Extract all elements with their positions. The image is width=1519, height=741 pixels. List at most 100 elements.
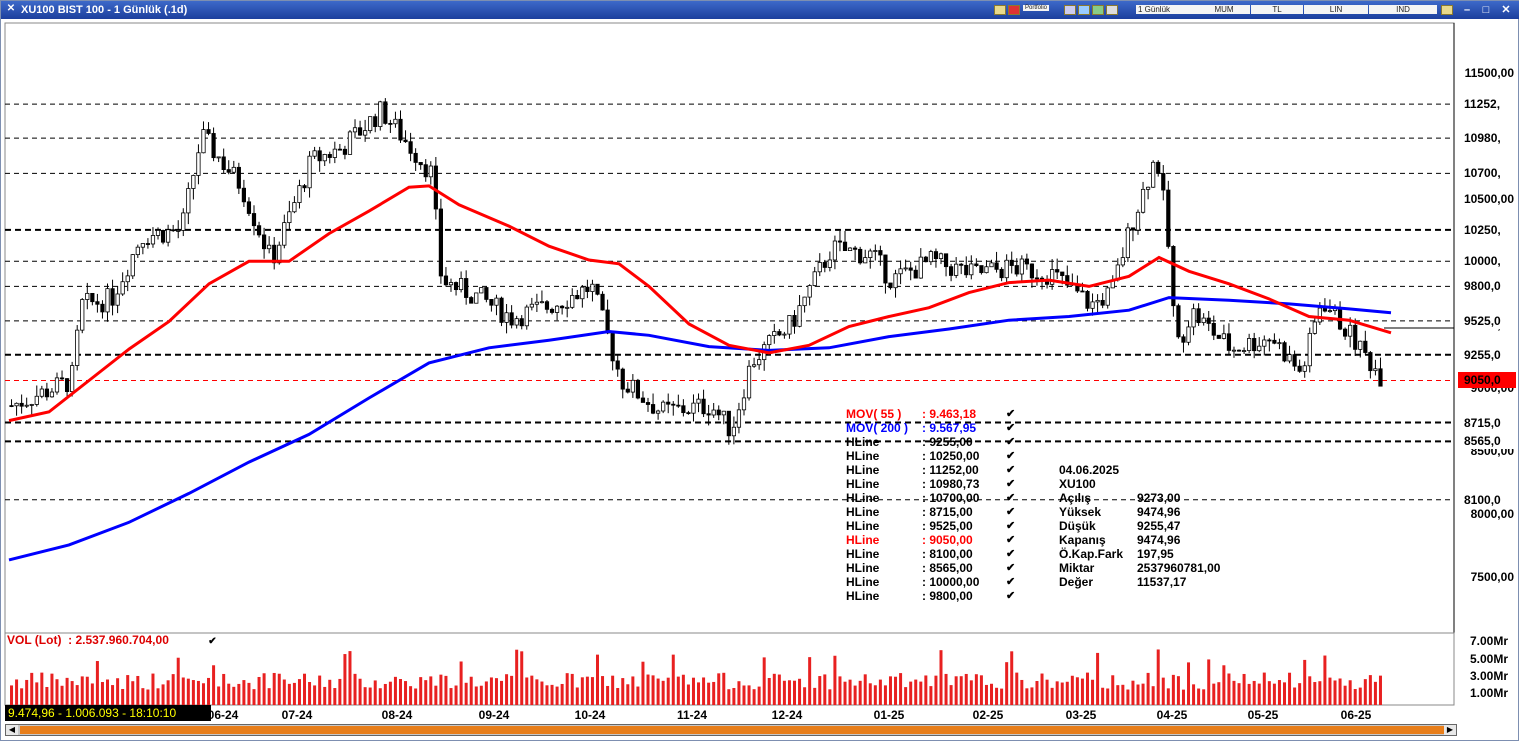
info-value: 9474,96 [1137,533,1181,547]
volume-bar [707,682,711,705]
horizontal-scrollbar[interactable]: ◀ ▶ [5,724,1457,736]
check-icon[interactable]: ✔ [1006,520,1016,532]
check-icon[interactable]: ✔ [1006,576,1016,588]
indicator-row[interactable]: HLine: 9050,00 ✔ [846,533,1026,547]
toolbar-chart-type[interactable]: MUM [1198,5,1250,14]
ma200-line[interactable] [8,296,1392,562]
candle [954,257,959,279]
candle [721,410,726,425]
volume-bar [560,683,564,705]
toolbar-icon[interactable] [1078,5,1090,15]
volume-bar [510,675,514,705]
indicator-row[interactable]: MOV( 200 ): 9.567,95 ✔ [846,421,1026,435]
candle [1348,317,1353,348]
candle [928,249,933,266]
volume-bar [151,673,155,705]
volume-bar [15,679,19,705]
candle [635,378,641,400]
price-chart[interactable] [1,19,1519,724]
volume-bar [1202,689,1206,705]
volume-bar [686,684,690,705]
indicator-row[interactable]: HLine: 9525,00 ✔ [846,519,1026,533]
scroll-thumb[interactable] [20,726,1444,734]
candle [681,399,686,417]
check-icon[interactable]: ✔ [1006,492,1016,504]
candle [938,252,944,265]
toolbar-currency[interactable]: TL [1251,5,1303,14]
indicator-name: HLine [846,533,880,547]
volume-bar [934,675,938,705]
indicator-row[interactable]: HLine: 8565,00 ✔ [846,561,1026,575]
candle [661,400,666,414]
close-icon[interactable]: ✕ [6,3,16,14]
check-icon[interactable]: ✔ [1006,464,1016,476]
candle [873,244,878,261]
toolbar-portfolio[interactable]: Portfolio [1023,5,1050,11]
toolbar-icon[interactable] [1106,5,1118,15]
check-icon[interactable]: ✔ [1006,548,1016,560]
indicator-row[interactable]: HLine: 8100,00 ✔ [846,547,1026,561]
check-icon[interactable]: ✔ [1006,408,1016,420]
check-icon[interactable]: ✔ [1006,450,1016,462]
candle [994,251,999,273]
toolbar-scale[interactable]: LIN [1304,5,1368,14]
minimize-icon[interactable]: – [1463,4,1471,16]
candle [504,304,509,334]
scroll-left-icon[interactable]: ◀ [6,725,18,735]
candle [1287,345,1292,364]
candle [403,130,408,143]
close-window-icon[interactable]: ✕ [1501,4,1511,16]
toolbar-period[interactable]: 1 Günlük [1136,5,1198,14]
check-icon[interactable]: ✔ [1006,562,1016,574]
candle [246,197,252,217]
volume-bar [1121,684,1125,705]
indicator-row[interactable]: HLine: 9255,00 ✔ [846,435,1026,449]
check-icon[interactable]: ✔ [1006,436,1016,448]
candle [706,404,711,426]
volume-bar [242,680,246,705]
check-icon[interactable]: ✔ [1006,590,1016,602]
hline-label: 8715,0 [1458,414,1516,431]
toolbar-indicators[interactable]: IND [1369,5,1437,14]
info-value: 9474,96 [1137,505,1181,519]
vol-y-tick: 1.00Mr [1469,686,1508,700]
volume-bar [358,678,362,705]
indicator-row[interactable]: HLine: 8715,00 ✔ [846,505,1026,519]
check-icon[interactable]: ✔ [1006,478,1016,490]
volume-bar [833,655,837,705]
indicator-row[interactable]: HLine: 10700,00 ✔ [846,491,1026,505]
check-icon[interactable]: ✔ [1006,422,1016,434]
volume-bar [388,681,392,705]
ma55-line[interactable] [8,184,1392,423]
candle [14,402,19,416]
indicator-row[interactable]: HLine: 10000,00 ✔ [846,575,1026,589]
volume-bar [1171,674,1175,705]
scroll-right-icon[interactable]: ▶ [1444,725,1456,735]
volume-bar [1348,680,1352,705]
indicator-row[interactable]: HLine: 9800,00 ✔ [846,589,1026,603]
indicator-row[interactable]: HLine: 10980,73 ✔ [846,477,1026,491]
candle [984,260,989,274]
volume-bar [1338,678,1342,705]
toolbar-icon[interactable] [994,5,1006,15]
check-icon[interactable]: ✔ [1006,506,1016,518]
indicator-name: HLine [846,575,880,589]
indicator-row[interactable]: MOV( 55 ): 9.463,18 ✔ [846,407,1026,421]
toolbar-icon[interactable] [1064,5,1076,15]
toolbar-icon[interactable] [1092,5,1104,15]
indicator-row[interactable]: HLine: 11252,00 ✔ [846,463,1026,477]
check-icon[interactable]: ✔ [1006,534,1016,546]
volume-bar [1368,675,1372,705]
maximize-icon[interactable]: □ [1482,4,1490,16]
toolbar-icon[interactable] [1441,5,1453,15]
volume-bar [595,654,599,705]
candle [145,238,151,249]
indicator-row[interactable]: HLine: 10250,00 ✔ [846,449,1026,463]
volume-bar [727,689,731,705]
title-bar[interactable]: ✕ XU100 BIST 100 - 1 Günlük (.1d) Portfo… [1,1,1519,19]
toolbar-icon[interactable] [1008,5,1020,15]
indicator-name: MOV( 200 ) [846,421,909,435]
volume-bar [959,676,963,705]
candle [469,296,474,304]
candle [888,282,893,290]
